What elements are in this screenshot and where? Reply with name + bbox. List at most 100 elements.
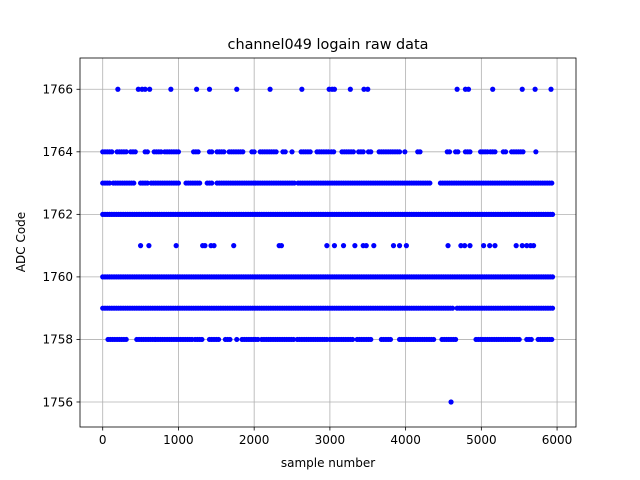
data-point bbox=[234, 86, 240, 92]
data-point bbox=[290, 336, 297, 343]
data-point bbox=[209, 180, 215, 186]
data-point bbox=[199, 336, 205, 343]
data-point bbox=[467, 243, 473, 249]
data-point bbox=[251, 149, 257, 155]
data-point bbox=[524, 243, 530, 249]
data-point bbox=[396, 149, 403, 155]
data-point bbox=[142, 86, 148, 92]
data-point bbox=[158, 149, 164, 155]
data-point bbox=[368, 149, 374, 155]
data-point bbox=[144, 180, 150, 186]
data-point bbox=[365, 86, 371, 92]
data-point bbox=[331, 243, 338, 249]
data-point bbox=[549, 336, 555, 343]
x-tick-label: 0 bbox=[99, 433, 107, 447]
data-point bbox=[402, 149, 408, 155]
data-point bbox=[502, 149, 509, 155]
data-point bbox=[446, 149, 453, 155]
data-point bbox=[458, 243, 464, 249]
data-point bbox=[215, 336, 222, 343]
data-point bbox=[350, 149, 356, 155]
data-point bbox=[462, 243, 468, 249]
x-tick-label: 2000 bbox=[239, 433, 270, 447]
data-point bbox=[528, 336, 534, 343]
data-point bbox=[123, 149, 129, 155]
data-point bbox=[427, 180, 433, 186]
data-point bbox=[403, 243, 409, 249]
data-point bbox=[231, 243, 237, 249]
data-point bbox=[492, 149, 498, 155]
data-point bbox=[350, 336, 356, 343]
data-point bbox=[195, 149, 201, 155]
data-point bbox=[481, 243, 487, 249]
plot-frame bbox=[79, 57, 577, 428]
x-tick-label: 6000 bbox=[542, 433, 573, 447]
data-point bbox=[206, 86, 213, 92]
data-point bbox=[492, 243, 498, 249]
data-point bbox=[234, 336, 240, 343]
data-point bbox=[131, 180, 137, 186]
data-point bbox=[390, 243, 397, 249]
data-point bbox=[387, 336, 394, 343]
data-point bbox=[519, 86, 525, 92]
data-point bbox=[368, 336, 374, 343]
data-point bbox=[194, 86, 200, 92]
data-point bbox=[132, 149, 138, 155]
data-points bbox=[100, 86, 556, 405]
data-point bbox=[146, 243, 152, 249]
data-point bbox=[340, 243, 347, 249]
data-point bbox=[417, 149, 423, 155]
data-point bbox=[331, 149, 337, 155]
y-tick-label: 1756 bbox=[42, 395, 73, 409]
data-point bbox=[533, 149, 539, 155]
data-point bbox=[106, 180, 113, 186]
data-point bbox=[520, 149, 526, 155]
axis-ticks: 0 1000 2000 3000 4000 5000 6000 1756 1758 1760 176… bbox=[42, 83, 572, 447]
data-point bbox=[289, 149, 295, 155]
data-point bbox=[267, 86, 273, 92]
data-point bbox=[548, 86, 554, 92]
x-tick-label: 4000 bbox=[390, 433, 421, 447]
data-point bbox=[347, 86, 353, 92]
data-point bbox=[361, 86, 367, 92]
x-tick-label: 1000 bbox=[163, 433, 194, 447]
data-point bbox=[227, 336, 233, 343]
data-point bbox=[352, 243, 358, 249]
data-point bbox=[144, 149, 150, 155]
data-point bbox=[282, 149, 288, 155]
data-point bbox=[449, 305, 456, 311]
data-point bbox=[221, 149, 227, 155]
data-point bbox=[240, 149, 246, 155]
data-point bbox=[371, 243, 377, 249]
x-axis-label: sample number bbox=[281, 456, 375, 470]
data-point bbox=[278, 243, 285, 249]
chart-title: channel049 logain raw data bbox=[228, 37, 429, 53]
data-point bbox=[549, 274, 556, 280]
data-point bbox=[549, 211, 556, 217]
data-point bbox=[147, 86, 153, 92]
y-axis-label: ADC Code bbox=[14, 212, 28, 272]
data-point bbox=[202, 243, 208, 249]
data-point bbox=[467, 149, 473, 155]
data-point bbox=[490, 86, 496, 92]
data-point bbox=[530, 243, 537, 249]
data-point bbox=[487, 243, 493, 249]
data-point bbox=[211, 243, 217, 249]
data-point bbox=[137, 243, 144, 249]
data-point bbox=[431, 336, 437, 343]
data-point bbox=[209, 149, 215, 155]
data-point bbox=[115, 86, 121, 92]
data-point bbox=[445, 243, 451, 249]
data-point bbox=[123, 336, 129, 343]
y-tick-label: 1760 bbox=[42, 270, 73, 284]
data-point bbox=[255, 336, 261, 343]
data-point bbox=[360, 149, 366, 155]
data-point bbox=[453, 336, 459, 343]
data-point bbox=[168, 86, 174, 92]
y-tick-label: 1762 bbox=[42, 208, 73, 222]
data-point bbox=[175, 180, 182, 186]
data-point bbox=[331, 86, 338, 92]
data-point bbox=[324, 243, 330, 249]
data-point bbox=[549, 305, 556, 311]
data-point bbox=[513, 243, 519, 249]
